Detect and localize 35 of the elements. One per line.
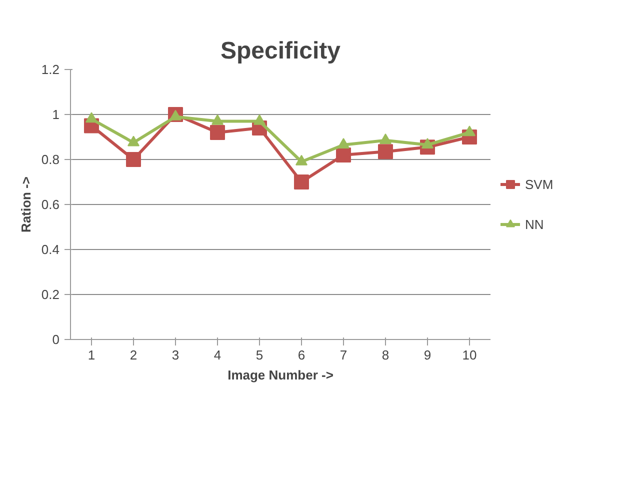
point [338,138,350,149]
point [336,148,351,162]
point [126,152,141,167]
x-tick-label: 6 [298,348,306,362]
y-tick-label: 0.8 [41,152,60,167]
x-axis-title: Image Number -> [228,368,334,382]
legend-label: NN [525,216,545,232]
y-axis-title: Ration -> [18,176,34,232]
y-tick-label: 1 [52,107,60,122]
x-tick-label: 4 [214,348,222,362]
x-tick-label: 9 [424,348,432,362]
x-tick-label: 3 [172,348,180,362]
point [210,125,225,140]
point [294,174,309,190]
point [464,126,476,136]
y-tick-label: 0.2 [41,287,60,302]
point [380,134,392,144]
point [212,114,224,125]
x-tick-label: 1 [88,348,96,362]
x-tick-label: 2 [130,348,138,362]
chart-title: Specificity [220,38,342,64]
x-tick-label: 7 [340,348,348,362]
point [378,144,393,160]
x-tick-label: 10 [462,348,477,362]
point [296,154,308,166]
x-tick-label: 5 [256,348,264,362]
y-tick-label: 0.4 [41,242,60,257]
legend-label: SVM [525,176,554,192]
point [254,114,266,125]
point [86,112,98,123]
x-tick-label: 8 [382,348,390,362]
y-tick-label: 0 [52,332,60,347]
y-tick-label: 0.6 [41,197,60,212]
point [128,136,140,146]
y-tick-label: 1.2 [41,62,60,77]
